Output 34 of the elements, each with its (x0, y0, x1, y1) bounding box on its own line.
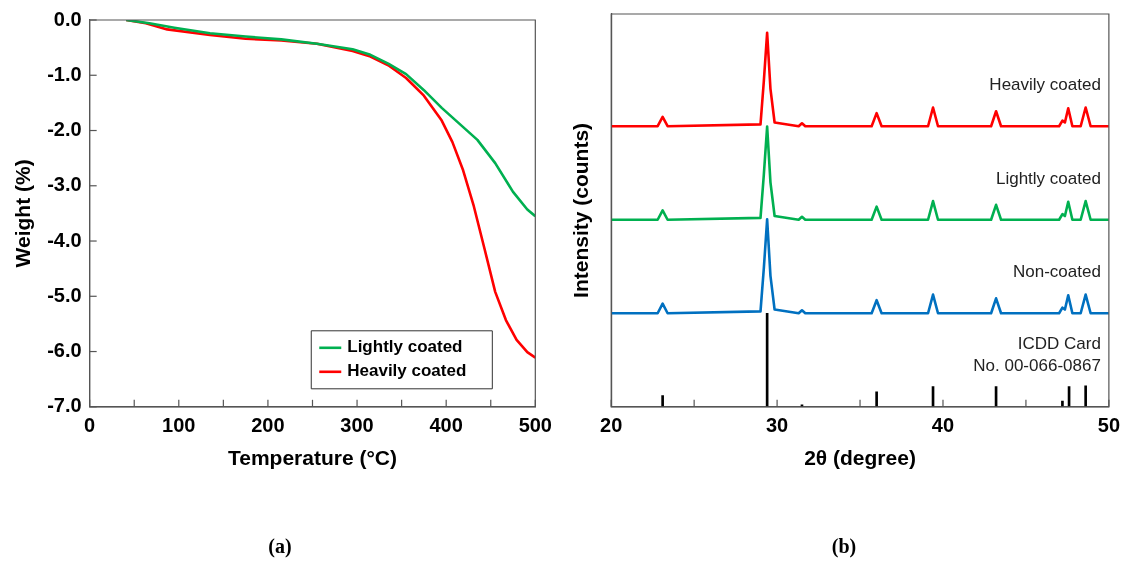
x-tick-label: 500 (518, 414, 552, 437)
bar (1084, 385, 1087, 407)
x-tick-label: 40 (931, 414, 955, 437)
y-tick-label: -3.0 (47, 173, 82, 196)
x-tick-label: 400 (429, 414, 463, 437)
legend-label: Lightly coated (347, 337, 463, 357)
x-tick-label: 20 (600, 414, 623, 437)
y-axis-title: Intensity (counts) (569, 122, 593, 298)
series-label: ICDD Card No. 00-066-0867 (973, 333, 1101, 375)
x-tick-label: 0 (84, 414, 96, 437)
text: (b) (830, 535, 858, 558)
series-label: Lightly coated (995, 168, 1101, 188)
y-tick-label: 0.0 (53, 7, 82, 30)
series-label: Heavily coated (989, 75, 1101, 95)
x-tick-label: 200 (251, 414, 285, 437)
y-tick-label: -7.0 (47, 394, 82, 417)
y-tick-label: -1.0 (47, 62, 82, 85)
text: (a) (267, 535, 293, 558)
y-tick-label: -2.0 (47, 118, 82, 141)
bar (661, 395, 664, 407)
x-tick-label: 100 (162, 414, 196, 437)
y-axis-title: Weight (%) (11, 159, 35, 268)
x-tick-label: 300 (340, 414, 374, 437)
y-tick-label: -4.0 (47, 228, 82, 251)
bar (875, 391, 878, 407)
x-tick-label: 30 (765, 414, 789, 437)
x-axis-title: Temperature (°C) (227, 446, 398, 470)
bar (1061, 400, 1064, 407)
x-axis-title: 2θ (degree) (804, 446, 916, 470)
x-tick-label: 50 (1097, 414, 1120, 437)
y-tick-label: -5.0 (47, 283, 82, 306)
y-tick-label: -6.0 (47, 339, 82, 362)
series-label: Non-coated (1012, 262, 1101, 282)
legend-label: Heavily coated (347, 361, 467, 381)
